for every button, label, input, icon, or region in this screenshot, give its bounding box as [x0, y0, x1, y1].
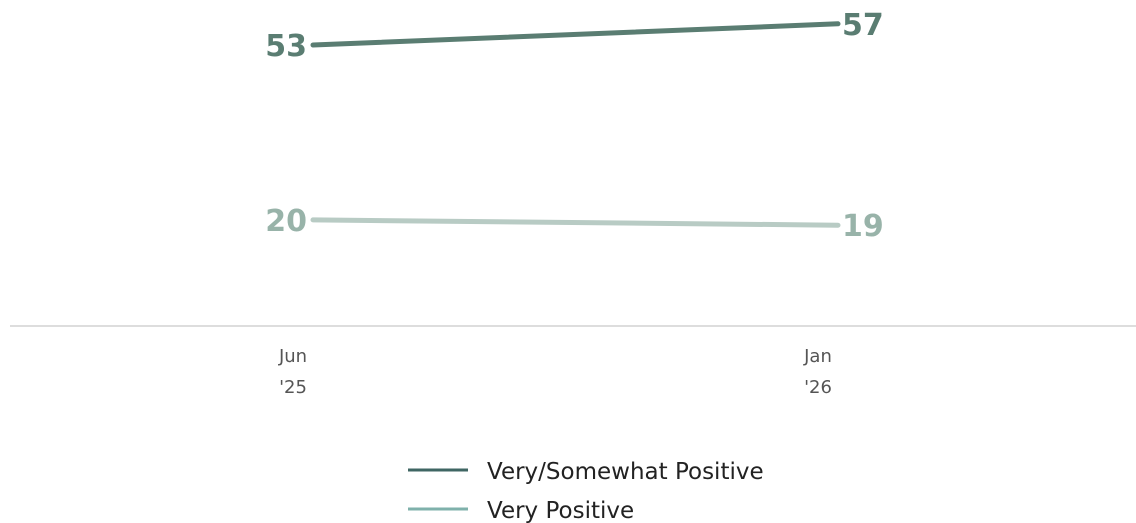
- x-tick-label-year: '26: [804, 377, 832, 398]
- legend: Very/Somewhat Positive Very Positive: [408, 459, 764, 523]
- x-tick-label-month: Jan: [803, 346, 832, 367]
- data-label: 53: [265, 29, 307, 64]
- data-label: 20: [265, 204, 307, 239]
- legend-label-0: Very/Somewhat Positive: [487, 459, 764, 485]
- x-tick-label-month: Jun: [278, 346, 307, 367]
- x-tick-label-year: '25: [279, 377, 307, 398]
- series-line-1: [310, 217, 841, 228]
- series-layer: 53 57 20 19: [265, 8, 884, 244]
- series-line-0: [310, 21, 841, 48]
- x-axis-ticks: Jun '25 Jan '26: [278, 346, 832, 398]
- data-label: 57: [842, 8, 884, 43]
- data-label: 19: [842, 209, 884, 244]
- legend-label-1: Very Positive: [487, 498, 634, 523]
